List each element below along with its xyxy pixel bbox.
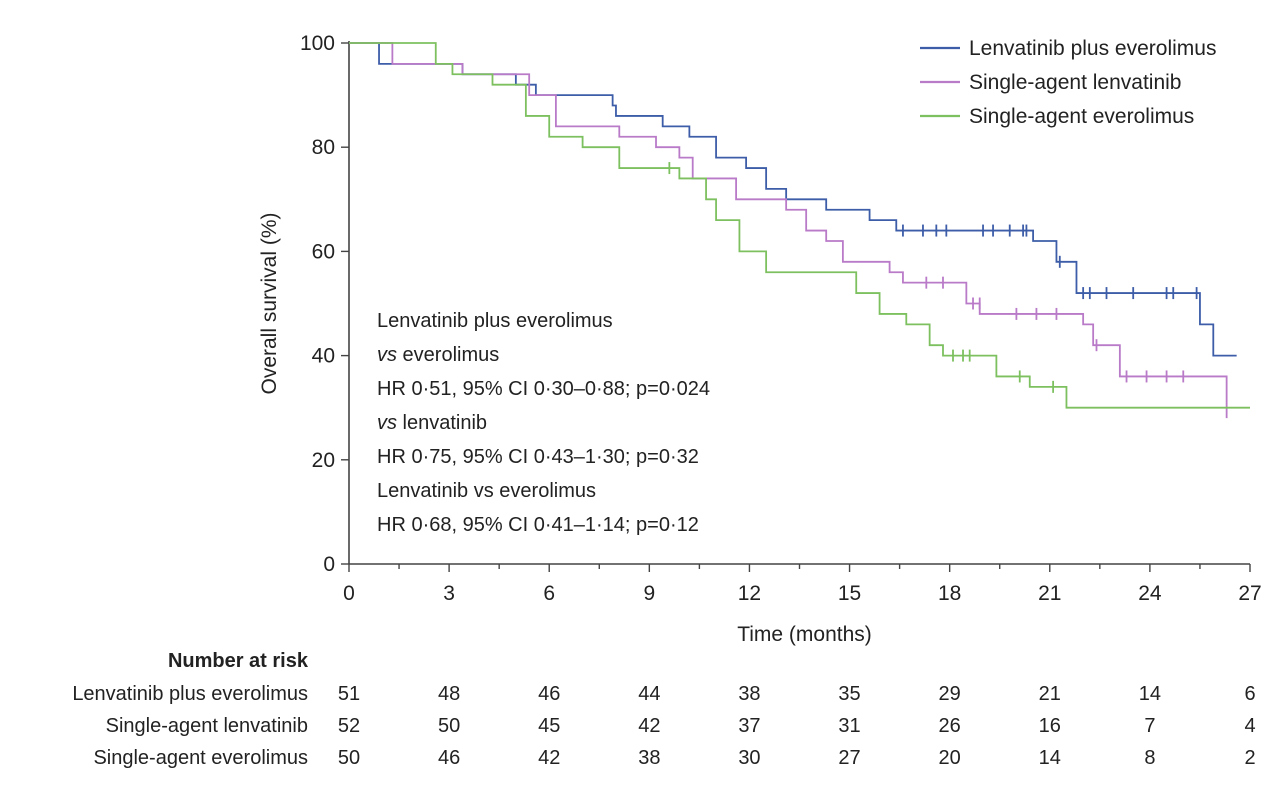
y-tick-label: 60 (312, 240, 335, 263)
risk-count: 42 (538, 747, 560, 769)
legend-label: Single-agent everolimus (969, 105, 1194, 128)
risk-count: 37 (738, 715, 760, 737)
risk-table-title: Number at risk (168, 650, 309, 672)
risk-count: 16 (1039, 715, 1061, 737)
risk-count: 21 (1039, 683, 1061, 705)
x-tick-label: 0 (343, 582, 355, 605)
x-tick-label: 24 (1138, 582, 1162, 605)
x-tick-label: 12 (738, 582, 761, 605)
stat-line: Lenvatinib plus everolimus (377, 310, 613, 332)
axes: 0 20 40 60 80 100 0 3 6 9 12 15 18 21 24 27 Time (months… (258, 32, 1262, 646)
risk-count: 52 (338, 715, 360, 737)
risk-count: 6 (1244, 683, 1255, 705)
stat-line: vs lenvatinib (377, 412, 487, 434)
x-tick-label: 15 (838, 582, 861, 605)
y-tick-label: 100 (300, 32, 335, 55)
risk-count: 50 (338, 747, 360, 769)
x-tick-label: 3 (443, 582, 455, 605)
legend-label: Single-agent lenvatinib (969, 71, 1181, 94)
risk-count: 44 (638, 683, 660, 705)
risk-count: 51 (338, 683, 360, 705)
risk-count: 30 (738, 747, 760, 769)
x-tick-label: 9 (643, 582, 655, 605)
x-tick-label: 27 (1238, 582, 1261, 605)
x-tick-label: 21 (1038, 582, 1061, 605)
risk-count: 46 (438, 747, 460, 769)
risk-count: 38 (638, 747, 660, 769)
risk-count: 14 (1039, 747, 1061, 769)
risk-count: 50 (438, 715, 460, 737)
risk-row-label: Single-agent everolimus (93, 747, 308, 769)
stat-line: HR 0·75, 95% CI 0·43–1·30; p=0·32 (377, 446, 699, 468)
survival-curves (349, 42, 1250, 419)
y-tick-label: 40 (312, 345, 335, 368)
y-tick-label: 0 (323, 553, 335, 576)
stat-line: vs everolimus (377, 344, 499, 366)
risk-row-label: Single-agent lenvatinib (106, 715, 308, 737)
risk-count: 26 (939, 715, 961, 737)
risk-count: 42 (638, 715, 660, 737)
stat-line: HR 0·51, 95% CI 0·30–0·88; p=0·024 (377, 378, 710, 400)
risk-count: 38 (738, 683, 760, 705)
risk-count: 48 (438, 683, 460, 705)
number-at-risk-table: Number at risk Lenvatinib plus everolimus… (72, 650, 1255, 769)
risk-count: 31 (838, 715, 860, 737)
risk-count: 4 (1244, 715, 1255, 737)
risk-count: 46 (538, 683, 560, 705)
y-axis-title: Overall survival (%) (258, 212, 281, 394)
y-tick-label: 80 (312, 136, 335, 159)
risk-row-label: Lenvatinib plus everolimus (72, 683, 308, 705)
y-tick-label: 20 (312, 449, 335, 472)
legend: Lenvatinib plus everolimus Single-agent l… (920, 37, 1216, 128)
stat-line: HR 0·68, 95% CI 0·41–1·14; p=0·12 (377, 514, 699, 536)
risk-count: 45 (538, 715, 560, 737)
risk-count: 35 (838, 683, 860, 705)
stat-line: Lenvatinib vs everolimus (377, 480, 596, 502)
x-tick-label: 6 (543, 582, 555, 605)
risk-count: 20 (939, 747, 961, 769)
risk-count: 27 (838, 747, 860, 769)
risk-count: 29 (939, 683, 961, 705)
risk-count: 8 (1144, 747, 1155, 769)
single-agent-lenvatinib-curve (349, 42, 1228, 419)
risk-count: 14 (1139, 683, 1161, 705)
risk-count: 2 (1244, 747, 1255, 769)
risk-count: 7 (1144, 715, 1155, 737)
x-tick-label: 18 (938, 582, 961, 605)
single-agent-everolimus-curve (349, 42, 1250, 409)
legend-label: Lenvatinib plus everolimus (969, 37, 1216, 60)
x-axis-title: Time (months) (737, 623, 872, 646)
statistics-annotation: Lenvatinib plus everolimus vs everolimus H… (377, 310, 710, 536)
